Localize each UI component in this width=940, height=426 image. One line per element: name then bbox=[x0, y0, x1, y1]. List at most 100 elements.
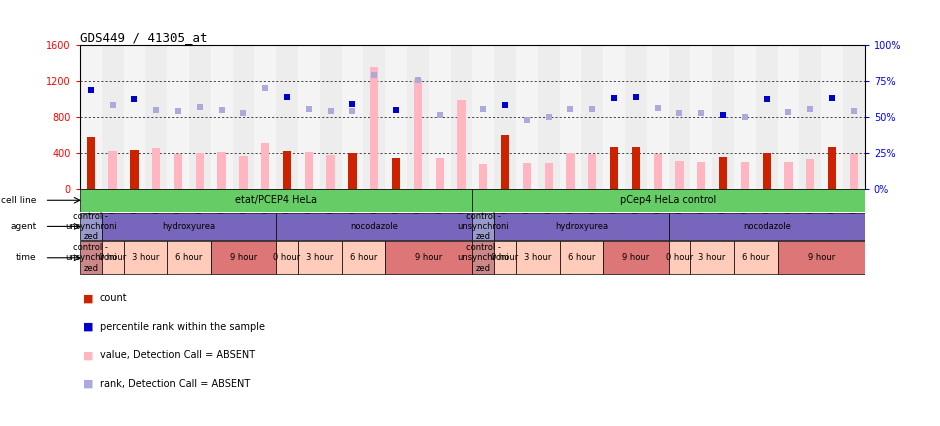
Text: cell line: cell line bbox=[1, 196, 37, 205]
Text: GDS449 / 41305_at: GDS449 / 41305_at bbox=[80, 31, 208, 43]
Bar bbox=[559, 45, 581, 188]
Point bbox=[606, 94, 621, 101]
Text: 3 hour: 3 hour bbox=[525, 253, 552, 262]
Point bbox=[824, 94, 839, 101]
Point bbox=[302, 106, 317, 113]
Bar bbox=[189, 45, 211, 188]
Text: 9 hour: 9 hour bbox=[622, 253, 650, 262]
FancyBboxPatch shape bbox=[473, 242, 494, 274]
Text: control -
unsynchroni
zed: control - unsynchroni zed bbox=[65, 212, 117, 241]
Text: 9 hour: 9 hour bbox=[807, 253, 835, 262]
Text: control -
unsynchroni
zed: control - unsynchroni zed bbox=[458, 243, 509, 273]
Point bbox=[541, 113, 556, 120]
Text: control -
unsynchroni
zed: control - unsynchroni zed bbox=[65, 243, 117, 273]
Text: count: count bbox=[100, 293, 127, 303]
Bar bbox=[807, 159, 814, 188]
FancyBboxPatch shape bbox=[473, 189, 865, 212]
Text: 0 hour: 0 hour bbox=[274, 253, 301, 262]
Bar bbox=[392, 158, 400, 188]
Point bbox=[214, 107, 229, 114]
Bar bbox=[625, 45, 647, 188]
FancyBboxPatch shape bbox=[668, 213, 865, 240]
FancyBboxPatch shape bbox=[211, 242, 276, 274]
Point bbox=[388, 107, 403, 114]
Point bbox=[497, 101, 512, 108]
Point bbox=[803, 106, 818, 113]
Bar bbox=[196, 153, 204, 188]
FancyBboxPatch shape bbox=[80, 242, 102, 274]
Text: 3 hour: 3 hour bbox=[306, 253, 334, 262]
Bar bbox=[713, 45, 734, 188]
Text: hydroxyurea: hydroxyurea bbox=[163, 222, 215, 231]
Bar bbox=[734, 45, 756, 188]
Bar bbox=[799, 45, 822, 188]
Bar bbox=[588, 154, 596, 188]
Bar bbox=[501, 135, 509, 188]
FancyBboxPatch shape bbox=[516, 242, 559, 274]
Text: 3 hour: 3 hour bbox=[698, 253, 726, 262]
Point bbox=[715, 112, 730, 118]
Bar bbox=[435, 158, 444, 188]
Point bbox=[411, 76, 426, 83]
Point bbox=[236, 109, 251, 116]
Bar bbox=[414, 79, 422, 188]
Bar bbox=[690, 45, 713, 188]
Point bbox=[760, 95, 775, 102]
Bar bbox=[632, 147, 640, 188]
Point bbox=[781, 109, 796, 115]
Point bbox=[193, 104, 208, 110]
FancyBboxPatch shape bbox=[102, 242, 123, 274]
Text: 9 hour: 9 hour bbox=[229, 253, 257, 262]
Point bbox=[170, 108, 185, 115]
FancyBboxPatch shape bbox=[734, 242, 777, 274]
Point bbox=[650, 104, 666, 111]
FancyBboxPatch shape bbox=[102, 213, 276, 240]
Point bbox=[84, 86, 99, 93]
Bar bbox=[843, 45, 865, 188]
Text: percentile rank within the sample: percentile rank within the sample bbox=[100, 322, 265, 332]
Bar bbox=[822, 45, 843, 188]
Text: pCep4 HeLa control: pCep4 HeLa control bbox=[620, 195, 716, 205]
Bar bbox=[261, 143, 270, 188]
Bar bbox=[102, 45, 123, 188]
Bar bbox=[566, 153, 574, 188]
Bar bbox=[364, 45, 385, 188]
Point bbox=[846, 108, 861, 115]
FancyBboxPatch shape bbox=[80, 213, 102, 240]
Text: etat/PCEP4 HeLa: etat/PCEP4 HeLa bbox=[235, 195, 317, 205]
Point bbox=[519, 117, 534, 124]
FancyBboxPatch shape bbox=[559, 242, 603, 274]
FancyBboxPatch shape bbox=[473, 213, 494, 240]
Point bbox=[476, 106, 491, 113]
Point bbox=[345, 108, 360, 115]
Text: ■: ■ bbox=[83, 293, 93, 303]
FancyBboxPatch shape bbox=[80, 189, 473, 212]
Text: 6 hour: 6 hour bbox=[175, 253, 203, 262]
Bar bbox=[653, 154, 662, 188]
Bar bbox=[283, 151, 291, 188]
Text: hydroxyurea: hydroxyurea bbox=[555, 222, 608, 231]
FancyBboxPatch shape bbox=[777, 242, 865, 274]
Point bbox=[694, 109, 709, 116]
FancyBboxPatch shape bbox=[341, 242, 385, 274]
Bar bbox=[850, 154, 858, 188]
Bar bbox=[516, 45, 538, 188]
Bar bbox=[146, 45, 167, 188]
Point bbox=[563, 105, 578, 112]
Bar bbox=[450, 45, 473, 188]
Bar bbox=[777, 45, 799, 188]
Text: 6 hour: 6 hour bbox=[350, 253, 377, 262]
Point bbox=[367, 72, 382, 79]
Bar bbox=[429, 45, 450, 188]
Bar bbox=[457, 100, 465, 188]
Text: 3 hour: 3 hour bbox=[132, 253, 159, 262]
Bar bbox=[603, 45, 625, 188]
Bar bbox=[80, 45, 102, 188]
Bar bbox=[152, 148, 161, 188]
Bar bbox=[240, 156, 247, 188]
Bar bbox=[697, 162, 705, 188]
Point bbox=[258, 84, 273, 91]
FancyBboxPatch shape bbox=[494, 213, 668, 240]
Point bbox=[149, 107, 164, 114]
Point bbox=[432, 112, 447, 118]
